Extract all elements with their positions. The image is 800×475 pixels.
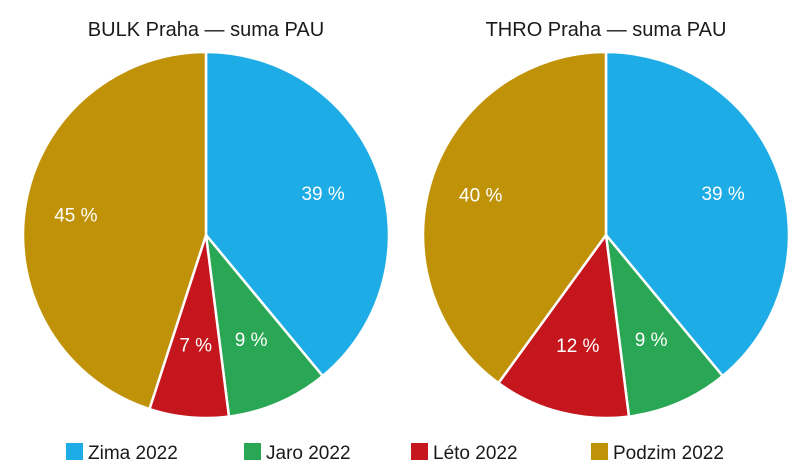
legend-item-jaro-2022: Jaro 2022 <box>244 443 351 464</box>
pie-slice-podzim-2022 <box>21 50 208 411</box>
chart-title: BULK Praha — suma PAU <box>88 19 324 41</box>
legend-swatch <box>411 443 428 460</box>
slice-label: 39 % <box>301 184 344 205</box>
pie-slice-zima-2022 <box>204 50 391 378</box>
legend-item-podzim-2022: Podzim 2022 <box>591 443 724 464</box>
slice-label: 9 % <box>635 330 668 351</box>
legend-swatch <box>66 443 83 460</box>
slice-label: 39 % <box>701 184 744 205</box>
pie-slice-l-to-2022 <box>496 231 631 420</box>
pie-charts: BULK Praha — suma PAU 39 % 9 % 7 % 45 % THRO … <box>21 19 791 420</box>
pie-slice-podzim-2022 <box>421 50 608 385</box>
legend-label: Podzim 2022 <box>613 443 724 464</box>
pie-slice-zima-2022 <box>604 50 791 378</box>
pie-chart-bulk: BULK Praha — suma PAU 39 % 9 % 7 % 45 % <box>21 19 391 420</box>
legend-item-zima-2022: Zima 2022 <box>66 443 178 464</box>
pie-slice-jaro-2022 <box>204 230 325 418</box>
slice-label: 40 % <box>459 185 502 206</box>
slice-label: 7 % <box>179 335 212 356</box>
legend-label: Jaro 2022 <box>266 443 351 464</box>
pie-slice-jaro-2022 <box>604 230 725 418</box>
legend-label: Zima 2022 <box>88 443 178 464</box>
legend-swatch <box>244 443 261 460</box>
legend-label: Léto 2022 <box>433 443 518 464</box>
slice-label: 9 % <box>235 330 268 351</box>
slice-label: 12 % <box>556 336 599 357</box>
chart-title: THRO Praha — suma PAU <box>486 19 727 41</box>
legend-swatch <box>591 443 608 460</box>
pie-chart-thro: THRO Praha — suma PAU 39 % 9 % 12 % 40 % <box>421 19 791 420</box>
legend-item-l-to-2022: Léto 2022 <box>411 443 518 464</box>
legend: Zima 2022 Jaro 2022 Léto 2022 Podzim 2022 <box>66 443 724 464</box>
slice-label: 45 % <box>54 205 97 226</box>
